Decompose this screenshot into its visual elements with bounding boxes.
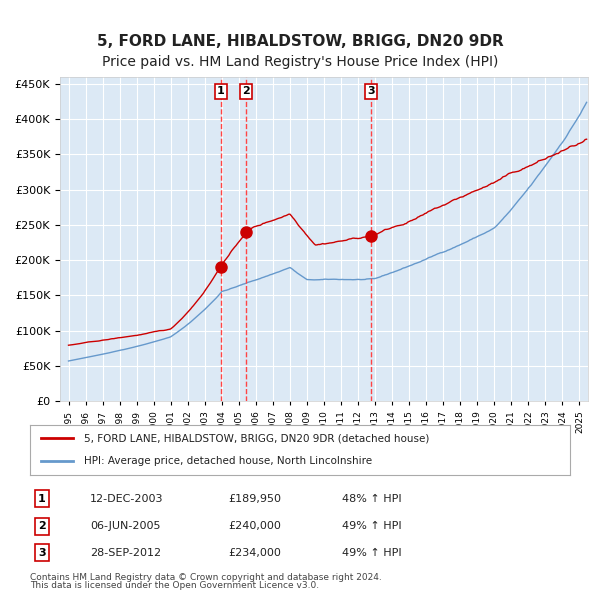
Text: Price paid vs. HM Land Registry's House Price Index (HPI): Price paid vs. HM Land Registry's House … bbox=[102, 55, 498, 69]
Text: 28-SEP-2012: 28-SEP-2012 bbox=[90, 548, 161, 558]
Text: 3: 3 bbox=[367, 86, 374, 96]
Text: 49% ↑ HPI: 49% ↑ HPI bbox=[342, 522, 401, 531]
Text: £240,000: £240,000 bbox=[228, 522, 281, 531]
Text: HPI: Average price, detached house, North Lincolnshire: HPI: Average price, detached house, Nort… bbox=[84, 457, 372, 467]
Text: This data is licensed under the Open Government Licence v3.0.: This data is licensed under the Open Gov… bbox=[30, 581, 319, 590]
Text: 48% ↑ HPI: 48% ↑ HPI bbox=[342, 494, 401, 503]
Text: 3: 3 bbox=[38, 548, 46, 558]
Text: £234,000: £234,000 bbox=[228, 548, 281, 558]
Bar bbox=[221, 77, 246, 401]
Text: Contains HM Land Registry data © Crown copyright and database right 2024.: Contains HM Land Registry data © Crown c… bbox=[30, 572, 382, 582]
Text: 1: 1 bbox=[38, 494, 46, 503]
Text: 12-DEC-2003: 12-DEC-2003 bbox=[90, 494, 163, 503]
Text: 2: 2 bbox=[38, 522, 46, 531]
Text: 49% ↑ HPI: 49% ↑ HPI bbox=[342, 548, 401, 558]
Text: 5, FORD LANE, HIBALDSTOW, BRIGG, DN20 9DR (detached house): 5, FORD LANE, HIBALDSTOW, BRIGG, DN20 9D… bbox=[84, 433, 430, 443]
Text: 2: 2 bbox=[242, 86, 250, 96]
Text: £189,950: £189,950 bbox=[228, 494, 281, 503]
Text: 5, FORD LANE, HIBALDSTOW, BRIGG, DN20 9DR: 5, FORD LANE, HIBALDSTOW, BRIGG, DN20 9D… bbox=[97, 34, 503, 49]
Text: 1: 1 bbox=[217, 86, 225, 96]
Text: 06-JUN-2005: 06-JUN-2005 bbox=[90, 522, 161, 531]
